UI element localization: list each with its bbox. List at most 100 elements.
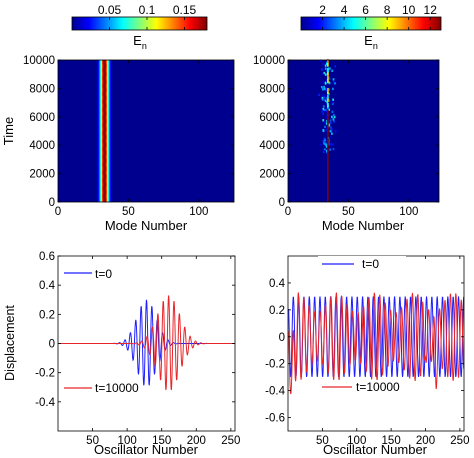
heatmap-right-speckle	[329, 119, 332, 122]
heatmap-right-ytick-label: 4000	[259, 140, 285, 152]
line-right-legend-t0-box	[318, 256, 406, 269]
heatmap-left-cell	[113, 60, 115, 202]
heatmap-left-ytick-label: 6000	[29, 112, 55, 124]
heatmap-left-core-cell	[102, 123, 105, 128]
heatmap-right-speckle	[332, 113, 335, 117]
heatmap-right-speckle	[329, 121, 332, 125]
line-right-ytick-label: -0.6	[265, 413, 285, 425]
heatmap-right-speckle	[327, 67, 330, 70]
heatmap-right-upper-line-cell	[327, 79, 329, 84]
line-left-ytick-label: 0.2	[39, 309, 55, 321]
heatmap-right-speckle	[332, 147, 335, 151]
line-right-ytick-label: 0.2	[269, 305, 285, 317]
heatmap-right-speckle	[331, 115, 333, 119]
colorbar-right-tick-label: 12	[424, 3, 438, 17]
line-right-xlabel: Oscillator Number	[323, 442, 428, 457]
heatmap-left-core-cell	[102, 67, 105, 73]
heatmap-right-ytick-label: 6000	[259, 112, 285, 124]
line-right-legend-t10000-box	[318, 380, 408, 393]
heatmap-right-speckle	[323, 149, 326, 153]
heatmap-right-speckle	[329, 135, 331, 139]
heatmap-right-marks	[318, 59, 337, 202]
heatmap-left-cell	[100, 60, 102, 202]
line-left-series-t10000	[58, 295, 235, 391]
heatmap-right-speckle	[323, 148, 326, 151]
line-right-legend-t0: t=0	[318, 256, 406, 271]
heatmap-right-speckle	[322, 108, 325, 111]
heatmap-right-speckle	[328, 73, 331, 76]
heatmap-left-cell	[112, 60, 114, 202]
heatmap-left-xtick-label: 50	[122, 206, 135, 218]
heatmap-right-speckle	[322, 112, 325, 115]
heatmap-left-cell	[106, 60, 108, 202]
heatmap-left-marks	[94, 60, 115, 203]
heatmap-left-core-cell	[104, 134, 107, 140]
heatmap-right-upper-line-cell	[327, 94, 329, 99]
line-left-xtick-label: 150	[152, 435, 171, 447]
line-left-legend-t0: t=0	[64, 267, 112, 281]
heatmap-right-speckle	[323, 137, 326, 140]
heatmap-left-cell	[107, 60, 109, 202]
heatmap-left-panel: 0 50 100 0 2000 4000 6000 8000 10000 Time Mode N…	[1, 55, 235, 233]
heatmap-right-speckle	[323, 122, 326, 125]
heatmap-left-core-cell	[104, 95, 107, 100]
heatmap-right-speckle	[325, 87, 328, 91]
line-right-xtick-label: 200	[416, 435, 435, 447]
heatmap-right-xtick-label: 50	[342, 206, 355, 218]
line-left-ytick-label: 0	[49, 339, 55, 351]
heatmap-right-xlabel: Mode Number	[322, 218, 405, 233]
heatmap-right-speckle	[323, 108, 326, 112]
line-right-ytick-label: 0.4	[269, 278, 286, 290]
heatmap-right-speckle	[332, 78, 335, 81]
heatmap-left-core-cell	[102, 170, 105, 175]
heatmap-right-upper-line-cell	[327, 90, 329, 95]
heatmap-right-speckle	[321, 98, 324, 101]
heatmap-right-speckle	[324, 82, 327, 85]
heatmap-right-ytick-label: 0	[279, 197, 285, 209]
heatmap-right-speckle	[331, 132, 333, 135]
heatmap-right-speckle	[328, 67, 331, 70]
heatmap-left-core-cell	[104, 150, 107, 156]
heatmap-right-speckle	[328, 81, 331, 85]
heatmap-left-ylabel: Time	[1, 117, 16, 145]
heatmap-left-core-cell	[104, 119, 107, 124]
heatmap-right-speckle	[323, 142, 326, 145]
line-left-ytick-label: -0.2	[35, 368, 55, 380]
line-right-ytick-label: -0.2	[265, 359, 285, 371]
line-left-xtick-label: 100	[118, 435, 137, 447]
colorbar-left-label: En	[133, 33, 147, 51]
line-left-axes: 50 100 150 200 250 -0.4 -0.2 0 0.2 0.4 0.6	[35, 251, 240, 447]
line-right-axes: 50 100 150 200 250 -0.6 -0.4 -0.2 0 0.2 0.4	[265, 256, 469, 447]
heatmap-right-speckle	[325, 80, 328, 83]
heatmap-left-xtick-label: 0	[55, 206, 61, 218]
heatmap-left-cell	[101, 60, 103, 202]
heatmap-left-cell	[94, 60, 96, 202]
heatmap-right-speckle	[332, 143, 334, 146]
heatmap-right-speckle	[332, 118, 335, 121]
heatmap-right-speckle	[319, 143, 322, 146]
heatmap-left-core-cell	[104, 142, 107, 148]
colorbar-left: 0.05 0.1 0.15 En	[71, 3, 208, 51]
line-left-legend-t0-label: t=0	[95, 267, 112, 281]
heatmap-right-speckle	[321, 96, 324, 100]
heatmap-right-speckle	[323, 98, 326, 101]
heatmap-right-speckle	[330, 128, 333, 131]
heatmap-left-core-cell	[102, 146, 105, 152]
heatmap-right-speckle	[334, 65, 337, 68]
heatmap-left-xtick-label: 100	[189, 206, 208, 218]
heatmap-left-core-cell	[102, 138, 105, 144]
heatmap-left-xlabel: Mode Number	[105, 218, 188, 233]
heatmap-left-core-cell	[102, 115, 105, 120]
heatmap-right-speckle	[331, 69, 334, 73]
line-left-xtick-label: 200	[187, 435, 206, 447]
heatmap-right-speckle	[328, 108, 331, 112]
heatmap-right-speckle	[324, 121, 327, 124]
heatmap-left-core-cell	[102, 99, 105, 104]
heatmap-left-background	[58, 60, 234, 202]
heatmap-right-speckle	[322, 94, 325, 97]
heatmap-left-cell	[96, 60, 98, 202]
line-right-ytick-label: 0	[279, 332, 285, 344]
heatmap-left-core-cell	[102, 91, 105, 96]
heatmap-right-speckle	[318, 93, 320, 97]
heatmap-right-speckle	[324, 73, 327, 76]
